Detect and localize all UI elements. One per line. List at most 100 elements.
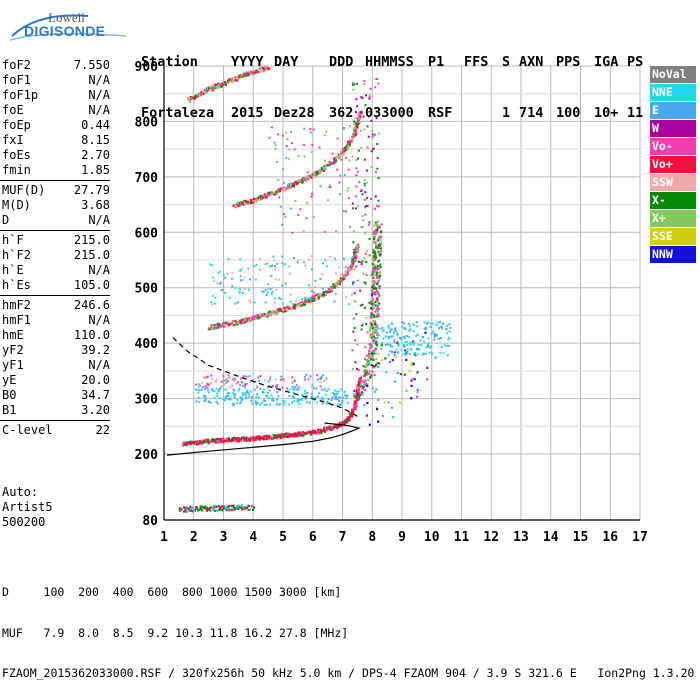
data-point [257, 317, 260, 320]
spread-point [387, 343, 390, 346]
data-point [378, 285, 381, 288]
data-point [260, 194, 263, 197]
data-point [387, 401, 390, 404]
data-point [416, 395, 419, 398]
data-point [244, 73, 248, 76]
spread-point [293, 396, 296, 399]
spread-point [272, 255, 275, 258]
spread-point [370, 119, 373, 122]
data-point [363, 404, 366, 407]
x-tick-label: 11 [454, 530, 470, 545]
spread-point [321, 388, 324, 391]
data-point [195, 507, 198, 510]
x-tick-label: 3 [220, 530, 228, 545]
legend-item-nnw: NNW [650, 246, 696, 263]
spread-point [432, 330, 435, 333]
data-point [184, 510, 187, 513]
data-point [250, 437, 253, 440]
data-point [379, 247, 382, 250]
spread-point [431, 322, 434, 325]
spread-point [227, 395, 230, 397]
data-point [349, 268, 352, 271]
spread-point [263, 403, 266, 406]
data-point [372, 276, 375, 279]
data-point [277, 309, 280, 312]
data-point [247, 508, 250, 512]
spread-point [375, 231, 378, 234]
data-point [341, 277, 344, 281]
spread-point [387, 324, 390, 327]
data-point [371, 263, 375, 266]
spread-point [356, 170, 359, 173]
data-point [349, 413, 352, 416]
spread-point [369, 315, 372, 318]
spread-point [401, 325, 404, 328]
data-point [205, 438, 208, 442]
spread-point [345, 397, 348, 400]
data-point [405, 358, 408, 361]
data-point [343, 273, 346, 276]
data-point [208, 326, 211, 330]
spread-point [355, 174, 358, 177]
data-point [280, 308, 283, 311]
spread-point [406, 344, 409, 346]
spread-point [276, 385, 279, 388]
spread-point [409, 341, 412, 344]
data-point [356, 245, 359, 248]
legend-item-vo: Vo- [650, 138, 696, 155]
spread-point [344, 394, 347, 397]
data-point [226, 81, 229, 84]
data-point [410, 364, 413, 367]
spread-point [211, 389, 214, 392]
data-point [379, 263, 382, 266]
data-point [232, 78, 235, 81]
y-tick-label: 400 [135, 337, 159, 352]
spread-point [376, 143, 379, 145]
data-point [375, 323, 378, 326]
spread-point [278, 278, 281, 281]
data-point [287, 188, 290, 191]
data-point [263, 313, 266, 316]
spread-point [281, 284, 284, 287]
param-name: D [2, 213, 10, 227]
data-point [377, 365, 380, 368]
spread-point [364, 198, 367, 201]
spread-point [273, 301, 276, 304]
spread-point [442, 322, 444, 325]
data-point [257, 196, 260, 200]
spread-point [389, 345, 392, 347]
data-point [221, 323, 224, 326]
spread-point [274, 297, 277, 300]
data-point [378, 277, 381, 280]
data-point [295, 304, 298, 307]
data-point [371, 285, 375, 288]
spread-point [446, 332, 449, 335]
data-point [351, 135, 354, 138]
data-point [322, 295, 325, 298]
param-separator [0, 230, 110, 231]
data-point [348, 417, 351, 420]
spread-point [423, 340, 425, 343]
data-point [194, 94, 197, 97]
spread-point [396, 332, 399, 335]
spread-point [239, 402, 242, 404]
spread-point [276, 398, 279, 401]
spread-point [269, 377, 272, 380]
spread-point [334, 396, 337, 398]
data-point [336, 426, 339, 430]
data-point [221, 438, 224, 441]
data-point [373, 250, 376, 253]
spread-point [377, 327, 380, 330]
spread-point [393, 340, 396, 343]
data-point [183, 441, 186, 444]
spread-point [417, 344, 420, 346]
data-point [372, 306, 375, 309]
spread-point [412, 330, 415, 333]
spread-point [352, 88, 355, 91]
param-row: MUF(D) 27.79 [0, 183, 110, 198]
spread-point [426, 322, 428, 325]
data-point [269, 313, 273, 316]
spread-point [247, 267, 250, 270]
ionogram-chart: 1 2 3 4 5 6 7 8 9 10 11 12 13 14 15 16 17802003004005006… [135, 60, 648, 545]
spread-point [353, 281, 355, 284]
